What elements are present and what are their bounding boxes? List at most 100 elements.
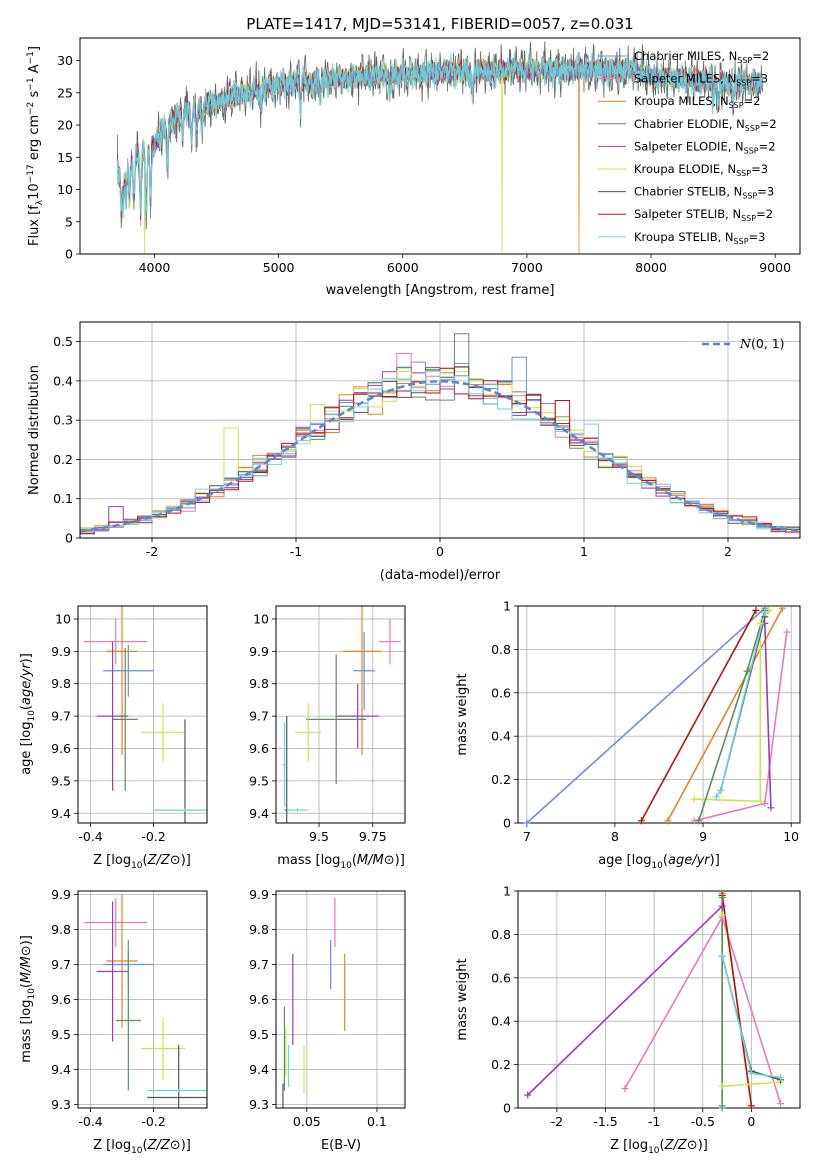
x-tick-label: 0.1 xyxy=(367,1114,387,1129)
label-part: −2 xyxy=(26,102,36,115)
x-tick-label: -0.2 xyxy=(141,1114,165,1129)
legend-entry: Salpeter STELIB, NSSP=2 xyxy=(634,207,773,223)
label-part: age [log xyxy=(19,722,34,775)
series-salp_stelib xyxy=(640,609,757,822)
y-tick-label: 9.5 xyxy=(51,1027,71,1042)
label-part: mass [log xyxy=(277,853,340,868)
x-tick-label: 0 xyxy=(747,1114,755,1129)
y-tick-label: 9.6 xyxy=(249,992,269,1007)
y-tick-label: 9.8 xyxy=(51,922,71,937)
x-tick-label: 1 xyxy=(580,544,588,559)
legend-entry: Chabrier STELIB, NSSP=3 xyxy=(634,185,774,201)
legend-text: =2 xyxy=(759,139,776,153)
legend-text: =2 xyxy=(756,207,773,221)
x-axis-label: (data-model)/error xyxy=(380,568,501,583)
marker-salp_stelib xyxy=(752,606,760,614)
legend-text: Salpeter ELODIE, N xyxy=(634,139,744,153)
label-part: )] xyxy=(181,1138,191,1153)
y-tick-label: 0.2 xyxy=(491,772,511,787)
legend-text: Salpeter STELIB, N xyxy=(634,207,741,221)
marker-chab_elodie xyxy=(718,1102,726,1110)
legend-entry: Salpeter MILES, NSSP=3 xyxy=(634,72,768,88)
marker-salp_miles xyxy=(783,628,791,636)
marker-krou_elodie xyxy=(718,911,726,919)
legend-sub: SSP xyxy=(744,146,759,155)
legend-entry: Salpeter ELODIE, NSSP=2 xyxy=(634,139,776,155)
legend-text: =3 xyxy=(751,72,768,86)
label-part: )] xyxy=(710,853,720,868)
y-tick-label: 9.9 xyxy=(51,644,71,659)
x-tick-label: -2 xyxy=(551,1114,563,1129)
marker-krou_stelib xyxy=(718,952,726,960)
y-tick-label: 9.5 xyxy=(249,773,269,788)
marker-krou_stelib xyxy=(747,1069,755,1077)
x-tick-label: 6000 xyxy=(387,260,419,275)
axes-frame xyxy=(77,605,208,824)
x-tick-label: -0.4 xyxy=(78,1114,102,1129)
plot-layer: 4000 5000 6000 7000 8000 9000051015202530wave… xyxy=(19,37,801,1156)
legend-text: Chabrier ELODIE, N xyxy=(634,117,745,131)
x-tick-label: 8 xyxy=(611,829,619,844)
y-axis-label: Flux [fλ10−17 erg cm−2 s−1 A−1] xyxy=(26,46,45,246)
label-part: ( xyxy=(19,705,34,710)
x-tick-label: -0.5 xyxy=(691,1114,715,1129)
x-tick-label: 9 xyxy=(699,829,707,844)
series-krou_miles xyxy=(667,607,784,822)
label-sub: 10 xyxy=(340,861,352,871)
y-tick-label: 9.9 xyxy=(249,644,269,659)
x-tick-label: 7 xyxy=(523,829,531,844)
label-part: −17 xyxy=(26,164,36,183)
legend-text: =3 xyxy=(749,230,766,244)
x-tick-label: -1 xyxy=(290,544,302,559)
y-tick-label: 0 xyxy=(503,1101,511,1116)
y-tick-label: 1 xyxy=(503,599,511,614)
y-tick-label: 9.6 xyxy=(249,741,269,756)
x-tick-label: 4000 xyxy=(139,260,171,275)
label-part: A xyxy=(27,64,42,77)
y-tick-label: 30 xyxy=(57,53,73,68)
y-tick-label: 10 xyxy=(57,182,73,197)
x-axis-label: Z [log10(Z/Z⊙)] xyxy=(93,1138,191,1156)
label-part: )] xyxy=(19,653,34,663)
axes-spectrum: 4000 5000 6000 7000 8000 9000 0 5 10 15 20 25 30 wave… xyxy=(26,37,801,298)
y-tick-label: 9.9 xyxy=(249,887,269,902)
marker-chab_miles xyxy=(523,819,531,827)
marker-krou_elodie xyxy=(718,1082,726,1090)
x-tick-label: 7000 xyxy=(511,260,543,275)
y-tick-label: 9.7 xyxy=(51,957,71,972)
label-part: Z/Z⊙ xyxy=(147,853,181,868)
normal-curve xyxy=(80,379,800,533)
label-sub: 10 xyxy=(131,861,143,871)
legend-entry: Chabrier ELODIE, NSSP=2 xyxy=(634,117,777,133)
legend-text: (0, 1) xyxy=(751,336,785,351)
label-part: ( xyxy=(660,1138,665,1153)
label-part: ( xyxy=(143,1138,148,1153)
spectrum-chab_stelib xyxy=(116,41,764,229)
label-part: mass [log xyxy=(19,1000,34,1063)
plot-area xyxy=(282,606,401,823)
y-tick-label: 9.6 xyxy=(51,992,71,1007)
plot-area xyxy=(84,606,207,823)
label-part: 10 xyxy=(27,183,42,200)
legend-sub: SSP xyxy=(734,237,749,246)
legend-text: N xyxy=(739,336,752,351)
marker-chab_elodie xyxy=(695,817,703,825)
legend-text: =3 xyxy=(757,185,774,199)
x-tick-label: -1 xyxy=(648,1114,660,1129)
legend-text: Chabrier MILES, N xyxy=(634,49,737,63)
axes-frame xyxy=(79,37,801,255)
x-tick-label: 9000 xyxy=(759,260,791,275)
y-tick-label: 9.8 xyxy=(51,676,71,691)
legend-entry: Kroupa ELODIE, NSSP=3 xyxy=(634,162,768,178)
y-tick-label: 0.8 xyxy=(491,927,511,942)
x-tick-label: 9.5 xyxy=(309,829,329,844)
marker-chab_elodie xyxy=(743,667,751,675)
x-tick-label: 9.75 xyxy=(359,829,387,844)
legend-entry: Chabrier MILES, NSSP=2 xyxy=(634,49,769,65)
x-axis-label: Z [log10(Z/Z⊙)] xyxy=(610,1138,708,1156)
legend-entry: N(0, 1) xyxy=(739,336,785,351)
y-tick-label: 9.8 xyxy=(249,922,269,937)
